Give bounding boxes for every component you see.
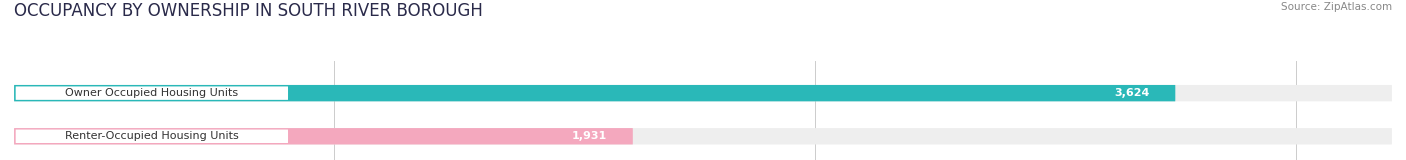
FancyBboxPatch shape	[15, 86, 288, 100]
Text: OCCUPANCY BY OWNERSHIP IN SOUTH RIVER BOROUGH: OCCUPANCY BY OWNERSHIP IN SOUTH RIVER BO…	[14, 2, 482, 20]
FancyBboxPatch shape	[14, 85, 1175, 101]
Text: Source: ZipAtlas.com: Source: ZipAtlas.com	[1281, 2, 1392, 12]
FancyBboxPatch shape	[15, 130, 288, 143]
FancyBboxPatch shape	[14, 128, 1392, 144]
Text: 3,624: 3,624	[1115, 88, 1150, 98]
FancyBboxPatch shape	[14, 128, 633, 144]
Text: Renter-Occupied Housing Units: Renter-Occupied Housing Units	[65, 131, 239, 141]
Text: Owner Occupied Housing Units: Owner Occupied Housing Units	[65, 88, 239, 98]
FancyBboxPatch shape	[14, 85, 1392, 101]
Text: 1,931: 1,931	[572, 131, 607, 141]
